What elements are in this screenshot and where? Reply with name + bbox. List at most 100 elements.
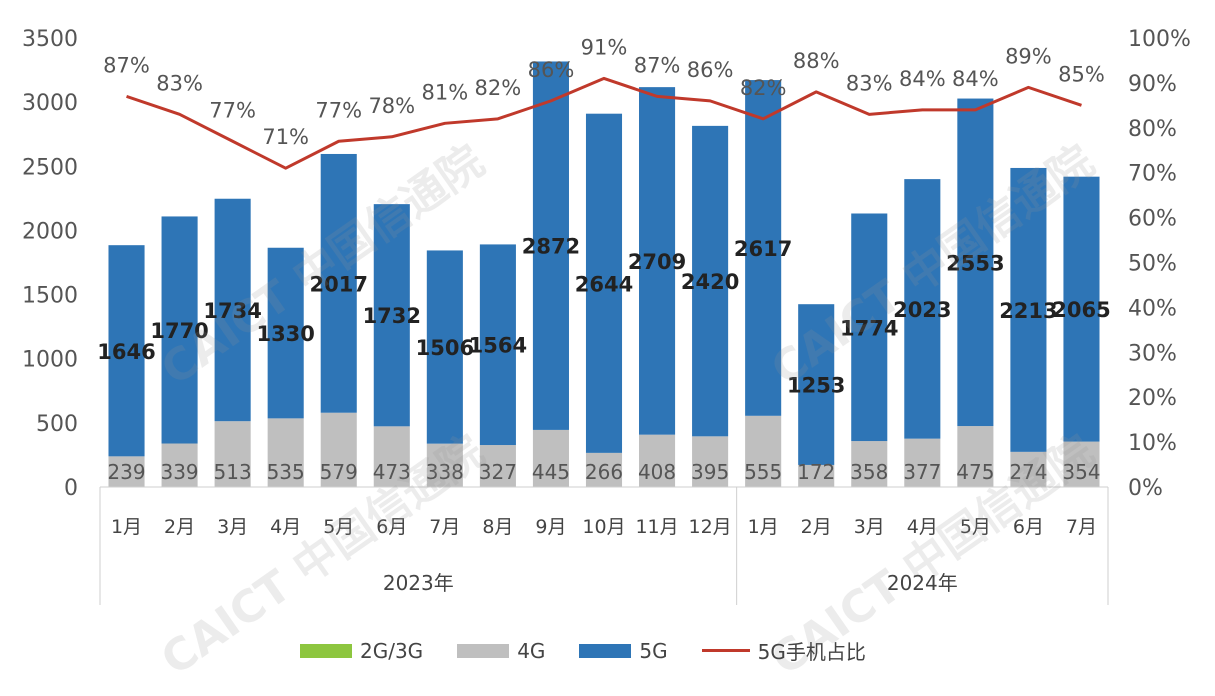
data-label-5g-share: 85%	[1058, 62, 1105, 86]
bar-4g	[426, 443, 463, 487]
bar-4g	[479, 445, 516, 487]
y-right-tick-label: 70%	[1128, 162, 1177, 187]
y-left-tick-label: 1000	[22, 348, 78, 373]
bar-5g	[320, 153, 357, 413]
data-label-4g: 377	[903, 460, 941, 484]
data-label-4g: 395	[691, 460, 729, 484]
data-label-4g: 338	[426, 460, 464, 484]
bar-5g	[479, 244, 516, 446]
data-label-4g: 555	[744, 460, 782, 484]
bar-5g	[639, 87, 676, 435]
data-label-5g: 2553	[946, 251, 1004, 275]
legend-swatch-5g-share	[701, 649, 750, 652]
x-tick-label: 3月	[854, 516, 885, 538]
bar-5g	[745, 80, 782, 416]
data-label-5g: 2065	[1052, 298, 1110, 322]
bar-4g	[532, 429, 569, 487]
data-label-5g: 1774	[840, 316, 898, 340]
data-label-5g: 1646	[97, 340, 155, 364]
data-label-5g: 1253	[787, 374, 845, 398]
data-label-5g-share: 77%	[209, 98, 256, 122]
y-right-tick-label: 50%	[1128, 252, 1177, 277]
y-left-tick-label: 1500	[22, 284, 78, 309]
data-label-4g: 358	[850, 460, 888, 484]
bar-4g	[1063, 441, 1100, 487]
x-tick-label: 12月	[689, 516, 732, 538]
data-label-4g: 579	[320, 460, 358, 484]
data-label-5g: 2213	[999, 299, 1057, 323]
x-tick-label: 9月	[535, 516, 566, 538]
data-label-5g: 2709	[628, 250, 686, 274]
bar-4g	[585, 452, 623, 487]
bar-4g	[692, 436, 729, 487]
y-right-tick-label: 40%	[1128, 296, 1177, 321]
y-right-tick-label: 30%	[1128, 341, 1177, 366]
legend-label-4g: 4G	[517, 638, 546, 663]
legend-item-5g-share: 5G手机占比	[701, 636, 866, 665]
data-label-4g: 266	[585, 460, 623, 484]
bar-4g	[214, 421, 251, 487]
data-label-5g-share: 84%	[952, 67, 999, 91]
data-label-5g: 2017	[310, 272, 368, 296]
bar-5g	[214, 198, 251, 422]
y-left-tick-label: 3000	[22, 91, 78, 116]
data-label-5g-share: 89%	[1005, 44, 1052, 68]
data-label-5g-share: 83%	[846, 71, 893, 95]
bar-5g	[692, 125, 729, 437]
data-label-4g: 239	[107, 460, 145, 484]
y-left-tick-label: 500	[36, 412, 78, 437]
data-label-5g: 2617	[734, 237, 792, 261]
x-tick-label: 2月	[801, 516, 832, 538]
bar-4g	[267, 418, 304, 487]
data-label-5g: 2644	[575, 272, 633, 296]
bar-4g	[745, 415, 782, 487]
y-right-tick-label: 100%	[1128, 27, 1191, 52]
y-right-tick-label: 20%	[1128, 386, 1177, 411]
bar-4g	[320, 412, 357, 487]
legend-item-2g3g: 2G/3G	[300, 639, 423, 663]
data-label-4g: 408	[638, 460, 676, 484]
bar-5g	[798, 304, 835, 465]
y-left-tick-label: 2000	[22, 219, 78, 244]
legend-label-5g-share: 5G手机占比	[757, 640, 866, 664]
bar-4g	[373, 426, 410, 487]
data-label-5g-share: 86%	[528, 58, 575, 82]
y-left-tick-label: 3500	[22, 27, 78, 52]
x-tick-label: 8月	[482, 516, 513, 538]
y-left-tick-label: 0	[64, 476, 78, 501]
legend: 2G/3G 4G 5G 5G手机占比	[300, 636, 866, 665]
data-label-4g: 445	[532, 460, 570, 484]
data-label-4g: 172	[797, 460, 835, 484]
bar-4g	[798, 464, 835, 487]
bar-5g	[1063, 176, 1100, 442]
y-right-tick-label: 80%	[1128, 117, 1177, 142]
data-label-5g: 2420	[681, 270, 739, 294]
data-label-5g-share: 71%	[262, 125, 309, 149]
data-label-5g-share: 91%	[581, 35, 628, 59]
data-label-5g: 2023	[893, 298, 951, 322]
data-label-5g: 1330	[256, 322, 314, 346]
data-label-5g: 2872	[522, 235, 580, 259]
legend-swatch-5g	[579, 643, 632, 658]
group-label: 2023年	[383, 571, 454, 595]
legend-item-5g: 5G	[579, 639, 668, 663]
y-right-tick-label: 90%	[1128, 72, 1177, 97]
bar-5g	[108, 245, 145, 457]
y-right-tick-label: 0%	[1128, 476, 1163, 501]
data-label-4g: 354	[1062, 460, 1100, 484]
bar-5g	[267, 247, 304, 419]
data-label-4g: 339	[160, 460, 198, 484]
data-label-5g: 1734	[203, 299, 261, 323]
bar-4g	[1010, 451, 1047, 487]
x-tick-label: 6月	[1013, 516, 1044, 538]
y-left-tick-label: 2500	[22, 155, 78, 180]
data-label-5g-share: 78%	[368, 94, 415, 118]
x-tick-label: 5月	[960, 516, 991, 538]
x-tick-label: 5月	[323, 516, 354, 538]
x-tick-label: 4月	[270, 516, 301, 538]
data-label-5g: 1564	[469, 334, 527, 358]
data-label-5g-share: 83%	[156, 71, 203, 95]
bar-4g	[851, 441, 888, 487]
